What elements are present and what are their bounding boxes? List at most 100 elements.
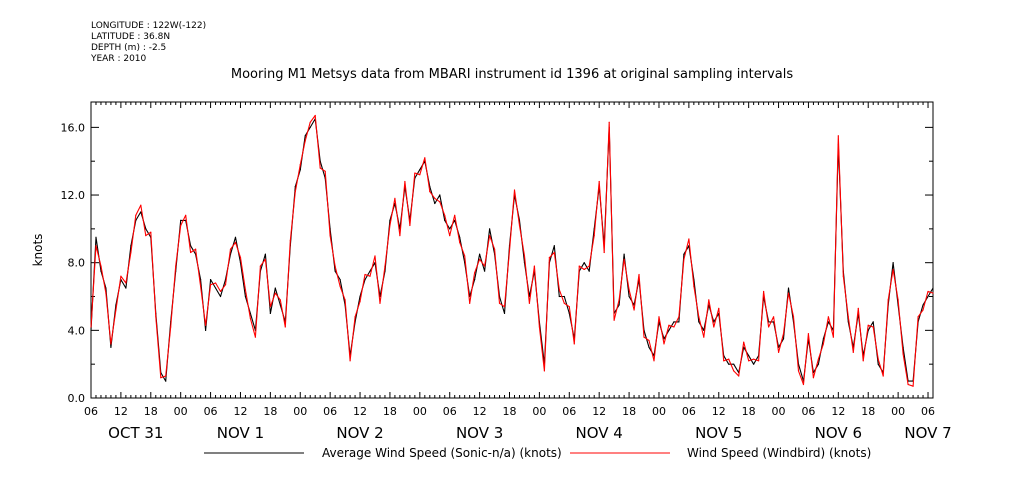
- data-point-average: [449, 228, 451, 230]
- data-point-windbird: [100, 265, 102, 267]
- data-point-windbird: [797, 370, 800, 372]
- x-tick-label: 12: [353, 405, 367, 418]
- data-point-windbird: [359, 300, 361, 303]
- data-point-windbird: [254, 336, 257, 338]
- data-point-average: [140, 211, 142, 213]
- data-point-windbird: [364, 273, 366, 276]
- data-point-windbird: [274, 292, 276, 294]
- data-point-windbird: [135, 214, 137, 216]
- data-point-windbird: [728, 358, 730, 360]
- chart-title: Mooring M1 Metsys data from MBARI instru…: [230, 67, 794, 82]
- x-tick-label: 06: [204, 405, 218, 418]
- data-point-average: [369, 270, 371, 272]
- data-point-windbird: [479, 258, 481, 260]
- data-point-windbird: [429, 191, 431, 193]
- data-point-average: [648, 346, 650, 348]
- data-point-windbird: [633, 309, 635, 311]
- data-point-windbird: [160, 377, 162, 379]
- data-point-windbird: [145, 235, 147, 237]
- data-point-windbird: [598, 180, 600, 183]
- data-point-windbird: [533, 265, 536, 267]
- data-point-windbird: [414, 172, 416, 174]
- data-point-windbird: [648, 339, 650, 342]
- data-point-windbird: [493, 248, 496, 250]
- data-point-windbird: [90, 326, 92, 328]
- data-point-average: [787, 287, 790, 289]
- data-point-windbird: [787, 292, 790, 294]
- data-point-windbird: [469, 302, 471, 304]
- data-point-windbird: [583, 268, 585, 271]
- data-point-windbird: [917, 316, 919, 318]
- data-point-windbird: [120, 275, 122, 277]
- data-point-average: [748, 355, 750, 357]
- data-point-windbird: [200, 285, 202, 287]
- data-point-windbird: [608, 121, 610, 123]
- y-axis-label: knots: [31, 234, 45, 267]
- data-point-windbird: [817, 358, 820, 360]
- data-point-windbird: [349, 360, 351, 362]
- data-point-windbird: [140, 204, 142, 206]
- data-point-windbird: [713, 326, 715, 328]
- data-point-windbird: [792, 316, 795, 318]
- data-point-windbird: [842, 275, 844, 277]
- x-tick-label: 00: [532, 405, 546, 418]
- data-point-average: [274, 287, 276, 289]
- data-point-windbird: [892, 268, 894, 271]
- data-point-windbird: [329, 235, 331, 237]
- data-point-windbird: [912, 385, 914, 387]
- x-tick-label: 06: [682, 405, 696, 418]
- data-point-windbird: [244, 289, 247, 291]
- data-point-average: [419, 169, 421, 171]
- data-point-windbird: [748, 360, 750, 362]
- data-point-average: [488, 228, 491, 230]
- data-point-windbird: [379, 302, 381, 304]
- x-date-label: NOV 6: [815, 424, 862, 442]
- data-point-windbird: [593, 235, 595, 237]
- data-point-windbird: [259, 265, 261, 267]
- data-point-windbird: [289, 240, 291, 242]
- data-point-windbird: [802, 383, 805, 386]
- data-point-average: [364, 279, 366, 281]
- data-point-windbird: [229, 248, 232, 250]
- data-point-windbird: [643, 336, 645, 338]
- x-tick-label: 00: [413, 405, 427, 418]
- x-tick-label: 18: [861, 405, 875, 418]
- x-date-label: NOV 5: [695, 424, 742, 442]
- x-date-label: NOV 4: [576, 424, 623, 442]
- data-point-windbird: [319, 167, 321, 169]
- data-point-windbird: [733, 370, 735, 372]
- data-point-windbird: [703, 336, 705, 338]
- data-point-average: [753, 363, 755, 365]
- data-point-windbird: [424, 157, 426, 159]
- x-tick-label: 06: [801, 405, 815, 418]
- data-point-windbird: [897, 299, 899, 301]
- data-point-average: [922, 304, 924, 306]
- data-point-windbird: [399, 235, 401, 237]
- data-point-windbird: [115, 309, 117, 311]
- data-point-windbird: [902, 353, 904, 355]
- data-point-average: [623, 253, 625, 255]
- data-point-windbird: [95, 245, 97, 247]
- x-tick-label: 12: [233, 405, 247, 418]
- data-point-windbird: [777, 351, 780, 353]
- data-point-windbird: [155, 316, 157, 318]
- data-point-windbird: [204, 324, 207, 326]
- data-point-average: [733, 363, 735, 365]
- data-point-average: [588, 270, 590, 272]
- data-point-windbird: [658, 316, 660, 318]
- data-point-average: [100, 270, 102, 272]
- x-tick-label: 00: [652, 405, 666, 418]
- data-point-windbird: [807, 333, 810, 335]
- data-point-windbird: [125, 282, 127, 284]
- data-point-windbird: [693, 285, 695, 287]
- data-point-windbird: [837, 135, 839, 137]
- x-tick-label: 06: [323, 405, 337, 418]
- data-point-windbird: [294, 191, 296, 193]
- data-point-windbird: [708, 299, 710, 301]
- data-point-average: [214, 287, 217, 289]
- x-tick-label: 12: [712, 405, 726, 418]
- data-point-windbird: [877, 358, 879, 360]
- y-tick-label: 16.0: [61, 121, 86, 134]
- x-tick-label: 00: [772, 405, 786, 418]
- data-point-windbird: [503, 306, 506, 308]
